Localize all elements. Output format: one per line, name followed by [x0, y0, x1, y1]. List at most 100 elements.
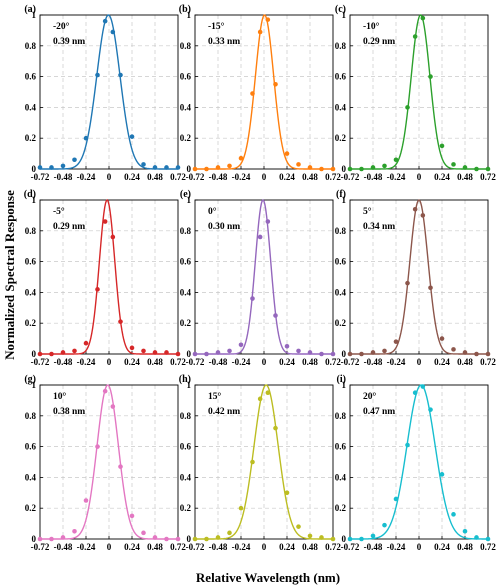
data-point — [273, 425, 278, 431]
data-point — [420, 213, 426, 218]
data-point — [265, 17, 271, 22]
x-tick-label: 0.48 — [302, 357, 318, 367]
data-point — [307, 350, 313, 355]
y-tick-label: 0 — [32, 534, 37, 544]
data-point — [238, 342, 244, 348]
data-point — [462, 165, 468, 170]
data-point — [307, 165, 313, 170]
y-tick-label: 0.6 — [335, 442, 347, 452]
data-point — [141, 348, 146, 354]
data-point — [95, 72, 100, 78]
data-point — [273, 313, 278, 318]
data-point — [439, 143, 445, 149]
x-tick-label: -0.48 — [54, 357, 73, 367]
data-point — [428, 285, 433, 291]
data-point — [83, 498, 89, 503]
x-tick-label: -0.72 — [186, 542, 205, 552]
data-point — [164, 165, 169, 170]
data-point — [485, 536, 491, 542]
panel-label: (a) — [24, 4, 36, 15]
data-point — [118, 319, 123, 324]
y-tick-label: 1 — [187, 195, 192, 205]
y-tick-label: 0.2 — [25, 503, 37, 513]
data-point — [49, 351, 54, 357]
x-tick-label: -0.24 — [387, 172, 406, 182]
panel-b: -0.72 -0.48 -0.24 0 0.24 0.48 0.72 0 0.2 0.4 0.6 0.… — [179, 4, 342, 182]
data-point — [485, 166, 491, 172]
data-point — [382, 348, 387, 354]
data-point — [420, 384, 426, 389]
data-point — [257, 396, 263, 402]
x-tick-label: -0.72 — [341, 542, 360, 552]
data-point — [175, 536, 181, 542]
fwhm-label: 0.39 nm — [53, 37, 85, 47]
y-axis-title: Normalized Spectral Response — [2, 190, 17, 360]
angle-label: -10° — [363, 21, 380, 32]
x-tick-label: -0.24 — [387, 357, 406, 367]
data-point — [102, 219, 108, 224]
x-tick-label: 0 — [417, 542, 422, 552]
y-tick-label: 0.2 — [335, 318, 347, 328]
y-tick-label: 0 — [32, 164, 37, 174]
x-tick-label: -0.72 — [186, 357, 205, 367]
data-point — [265, 390, 271, 396]
data-point — [60, 163, 66, 169]
y-tick-label: 0 — [187, 349, 192, 359]
data-point — [284, 490, 290, 496]
y-tick-label: 0.4 — [335, 472, 347, 482]
data-point — [129, 345, 135, 351]
y-tick-label: 0 — [342, 534, 347, 544]
x-axis-title: Relative Wavelength (nm) — [196, 570, 340, 585]
data-point — [451, 347, 456, 352]
panel-label: (h) — [179, 374, 191, 385]
x-tick-label: 0.48 — [457, 542, 473, 552]
y-tick-label: 0.4 — [25, 102, 37, 112]
data-point — [284, 151, 290, 156]
data-point — [347, 536, 353, 542]
data-point — [485, 351, 491, 357]
data-point — [72, 348, 77, 354]
x-tick-label: 0 — [417, 172, 422, 182]
data-point — [405, 280, 410, 286]
fwhm-label: 0.29 nm — [53, 222, 85, 232]
data-point — [359, 536, 364, 542]
data-point — [129, 513, 135, 519]
data-point — [192, 536, 198, 542]
x-tick-label: -0.24 — [232, 542, 251, 552]
data-point — [474, 166, 479, 172]
y-tick-label: 0.8 — [180, 411, 192, 421]
panel-label: (c) — [335, 4, 346, 15]
data-point — [192, 166, 198, 172]
data-point — [110, 234, 116, 240]
data-point — [405, 105, 410, 110]
angle-label: 10° — [53, 391, 67, 402]
panel-grid: -0.72 -0.48 -0.24 0 0.24 0.48 0.72 0 0.2 0.4 0.6 0.… — [24, 4, 497, 552]
x-tick-label: 0.48 — [147, 357, 163, 367]
y-tick-label: 0.2 — [335, 503, 347, 513]
fwhm-label: 0.33 nm — [208, 37, 240, 47]
y-tick-label: 0.6 — [25, 72, 37, 82]
data-point — [359, 166, 364, 172]
x-tick-label: -0.72 — [31, 357, 50, 367]
data-point — [330, 351, 336, 357]
x-tick-label: 0.48 — [457, 172, 473, 182]
x-tick-label: -0.24 — [77, 357, 96, 367]
data-point — [215, 535, 221, 540]
x-tick-label: 0.24 — [124, 542, 140, 552]
data-point — [370, 350, 376, 355]
x-tick-label: 0.72 — [325, 172, 341, 182]
y-tick-label: 0.8 — [180, 226, 192, 236]
data-point — [451, 162, 456, 167]
data-point — [141, 162, 146, 167]
data-point — [152, 535, 158, 540]
data-point — [215, 165, 221, 170]
y-tick-label: 0.6 — [180, 442, 192, 452]
data-point — [95, 444, 100, 449]
y-tick-label: 0 — [342, 349, 347, 359]
x-tick-label: -0.48 — [54, 172, 73, 182]
data-point — [37, 351, 43, 357]
data-point — [110, 29, 116, 35]
y-tick-label: 0.4 — [180, 287, 192, 297]
data-point — [319, 535, 324, 540]
data-point — [393, 496, 399, 502]
